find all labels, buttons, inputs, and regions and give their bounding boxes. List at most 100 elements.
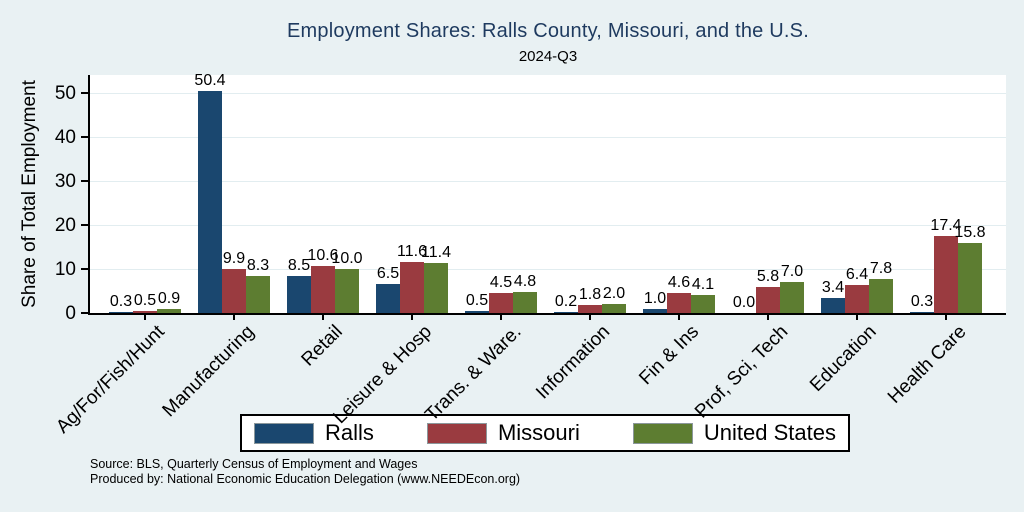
bar-value-label: 0.3 (910, 292, 934, 310)
bar-value-label: 0.9 (157, 290, 181, 308)
legend-label: Missouri (497, 420, 580, 445)
source-note: Source: BLS, Quarterly Census of Employm… (90, 457, 520, 487)
bar-value-label: 0.3 (109, 292, 133, 310)
bar-value-label: 0.5 (133, 291, 157, 309)
bar-value-label: 0.0 (732, 294, 756, 311)
plot-area: 0.3 0.5 0.9 50.4 9.9 8.3 8.5 10.6 10.0 6.5 11.6 11.… (90, 72, 1006, 313)
x-axis-line (88, 313, 1006, 315)
y-axis-tick-label: 0 (65, 303, 76, 324)
x-axis-tick (767, 315, 769, 320)
source-line: Source: BLS, Quarterly Census of Employm… (90, 457, 418, 471)
y-axis-tick (81, 92, 88, 94)
y-axis-tick-label: 30 (54, 171, 76, 192)
bar-missouri (133, 310, 157, 313)
bar-missouri (222, 269, 246, 313)
bar-value-label: 5.8 (756, 268, 780, 286)
legend-label: United States (703, 420, 836, 445)
bar-value-label: 50.4 (194, 72, 226, 90)
x-axis-category-label: Prof, Sci, Tech (690, 321, 793, 423)
legend-label: Ralls (325, 420, 374, 445)
bar-value-label: 3.4 (821, 279, 845, 297)
y-axis-tick (81, 136, 88, 138)
legend-swatch (254, 422, 314, 444)
x-axis-tick (678, 315, 680, 320)
bar-value-label: 10.6 (307, 247, 339, 265)
bar-value-label: 0.2 (554, 293, 578, 311)
gridline (90, 93, 1006, 94)
gridline (90, 269, 1006, 270)
bar-value-label: 6.4 (845, 265, 869, 283)
y-axis-tick (81, 268, 88, 270)
y-axis-line (88, 75, 90, 315)
bar-value-label: 1.8 (578, 286, 602, 304)
producer-line: Produced by: National Economic Education… (90, 471, 521, 486)
bar-missouri (400, 261, 424, 313)
bar-value-label: 11.6 (397, 242, 427, 260)
bar-united-states (869, 278, 893, 313)
x-axis-category-label: Fin & Ins (635, 321, 704, 390)
bar-missouri (756, 287, 780, 313)
bar-value-label: 4.6 (667, 273, 691, 291)
bar-missouri (578, 305, 602, 313)
bar-ralls (821, 298, 845, 313)
bar-missouri (311, 266, 335, 313)
x-axis-category-label: Leisure & Hosp (329, 321, 437, 428)
x-axis-tick (500, 315, 502, 320)
gridline (90, 225, 1006, 226)
x-axis-tick (322, 315, 324, 320)
x-axis-tick (589, 315, 591, 320)
x-axis-category-label: Information (532, 321, 615, 404)
chart-title: Employment Shares: Ralls County, Missour… (287, 20, 809, 42)
bar-ralls (287, 275, 311, 313)
x-axis-tick (856, 315, 858, 320)
x-axis-tick (144, 315, 146, 320)
bar-value-label: 15.8 (954, 224, 986, 242)
bar-value-label: 4.1 (691, 275, 715, 293)
bar-value-label: 4.5 (489, 274, 513, 292)
y-axis-tick (81, 312, 88, 314)
bar-united-states (513, 291, 537, 313)
legend: Ralls Missouri United States (240, 414, 850, 452)
bar-value-label: 0.5 (465, 291, 489, 309)
bar-ralls (198, 91, 222, 313)
x-axis-category-label: Manufacturing (158, 321, 259, 422)
bar-value-label: 6.5 (376, 265, 400, 283)
chart-subtitle: 2024-Q3 (518, 48, 578, 65)
legend-swatch (632, 422, 693, 444)
y-axis-tick-label: 10 (54, 259, 76, 280)
y-axis-tick (81, 224, 88, 226)
y-axis-tick-label: 50 (54, 83, 76, 104)
x-axis-category-label: Retail (297, 321, 348, 371)
title-block: Employment Shares: Ralls County, Missour… (90, 0, 1006, 65)
bar-united-states (958, 243, 982, 313)
bar-ralls (465, 310, 489, 313)
bar-value-label: 1.0 (643, 289, 667, 307)
bar-value-label: 11.4 (421, 243, 451, 261)
legend-swatch (426, 422, 487, 444)
legend-item-united-states: United States (632, 420, 836, 446)
x-axis-category-label: Health Care (883, 321, 971, 408)
bar-ralls (376, 284, 400, 313)
bar-value-label: 10.0 (331, 250, 363, 267)
bar-value-label: 2.0 (602, 285, 626, 303)
bar-ralls (554, 312, 578, 313)
x-axis-tick (945, 315, 947, 320)
x-axis-category-label: Education (806, 321, 882, 396)
x-axis-category-label: Trans. & Ware. (420, 321, 526, 426)
bar-value-label: 7.8 (869, 259, 893, 277)
bar-value-label: 9.9 (222, 250, 246, 268)
bar-united-states (602, 304, 626, 313)
bar-ralls (109, 311, 133, 313)
bar-value-label: 4.8 (513, 272, 537, 290)
bar-united-states (780, 282, 804, 313)
bar-united-states (335, 269, 359, 313)
bar-united-states (691, 294, 715, 313)
legend-item-missouri: Missouri (426, 420, 580, 446)
bar-missouri (667, 292, 691, 313)
bar-ralls (910, 311, 934, 313)
y-axis-tick-label: 20 (54, 215, 76, 236)
bar-united-states (424, 262, 448, 313)
bar-value-label: 8.5 (287, 256, 311, 274)
bar-united-states (157, 309, 181, 313)
bar-value-label: 8.3 (246, 257, 270, 275)
